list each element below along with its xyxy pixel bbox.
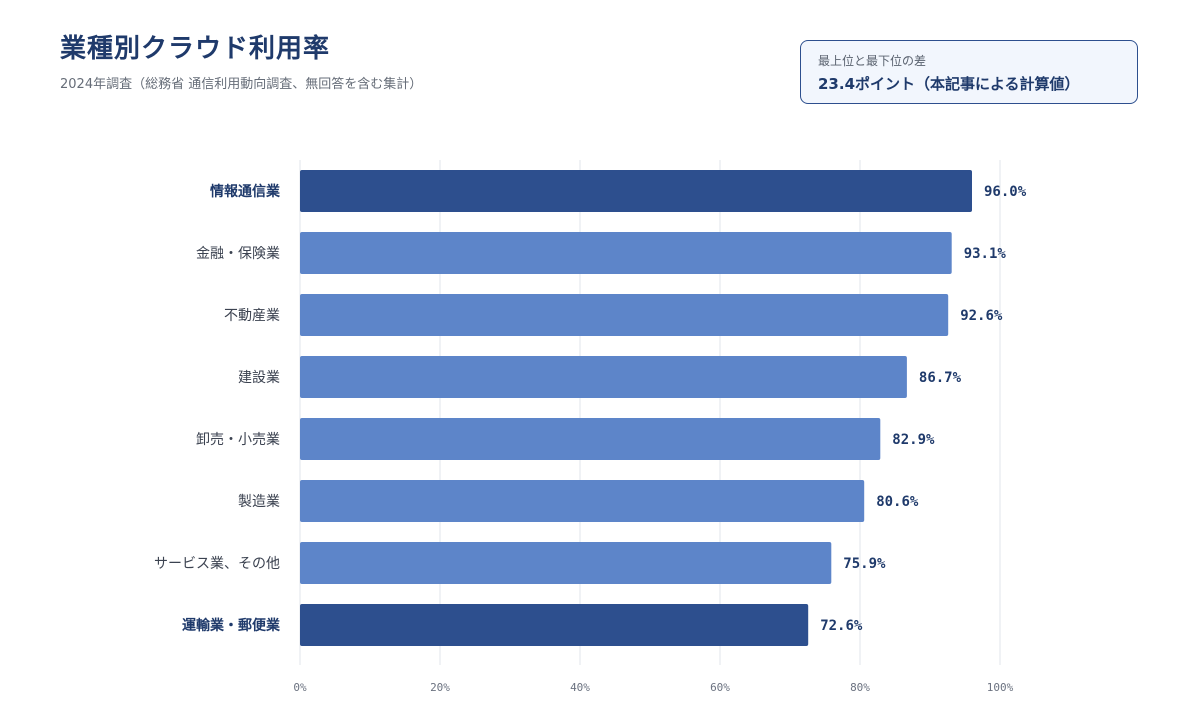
value-label: 72.6% [820, 618, 863, 634]
bar [300, 542, 832, 584]
x-tick-label: 100% [987, 681, 1014, 694]
value-label: 96.0% [984, 184, 1027, 200]
category-label: 建設業 [238, 370, 280, 386]
bar [300, 170, 972, 212]
bar [300, 294, 949, 336]
chart-subtitle: 2024年調査（総務省 通信利用動向調査、無回答を含む集計） [60, 77, 423, 92]
category-label: 金融・保険業 [196, 246, 280, 262]
value-label: 80.6% [876, 494, 919, 510]
value-label: 82.9% [892, 432, 935, 448]
bar [300, 480, 865, 522]
chart-title: 業種別クラウド利用率 [60, 34, 331, 64]
bar [300, 356, 907, 398]
difference-callout: 最上位と最下位の差 23.4ポイント（本記事による計算値） [800, 40, 1138, 104]
x-tick-label: 40% [570, 681, 590, 694]
category-label: サービス業、その他 [154, 556, 280, 572]
callout-label: 最上位と最下位の差 [818, 54, 927, 68]
x-tick-label: 60% [710, 681, 730, 694]
category-label: 製造業 [238, 494, 280, 510]
category-label: 不動産業 [224, 308, 280, 324]
value-label: 92.6% [960, 308, 1003, 324]
category-label: 情報通信業 [210, 183, 281, 200]
category-label: 運輸業・郵便業 [182, 617, 281, 634]
bar [300, 232, 952, 274]
value-label: 75.9% [843, 556, 886, 572]
value-label: 93.1% [964, 246, 1007, 262]
bar [300, 604, 809, 646]
x-tick-label: 80% [850, 681, 870, 694]
x-tick-label: 20% [430, 681, 450, 694]
category-label: 卸売・小売業 [196, 432, 280, 448]
callout-value: 23.4ポイント（本記事による計算値） [818, 75, 1080, 93]
bar [300, 418, 881, 460]
value-label: 86.7% [919, 370, 962, 386]
x-tick-label: 0% [293, 681, 307, 694]
